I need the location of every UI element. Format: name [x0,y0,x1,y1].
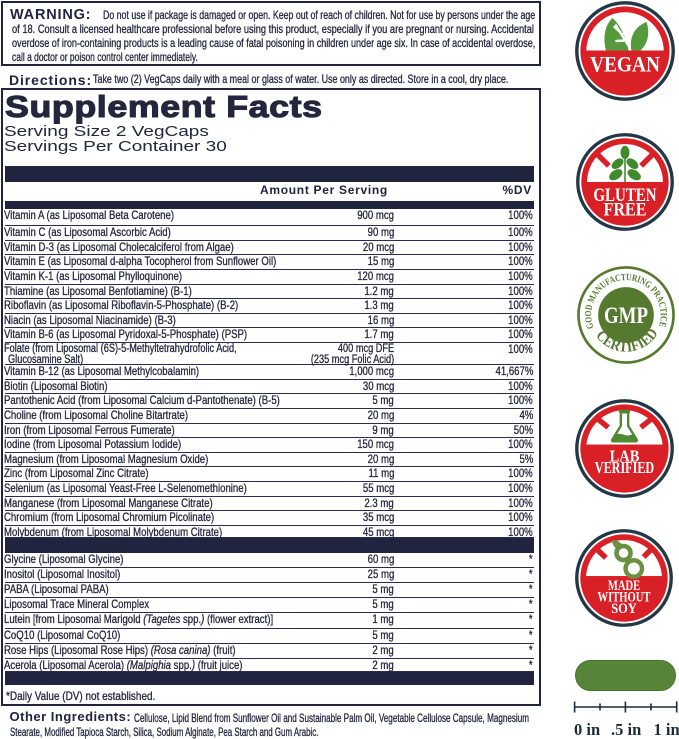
svg-text:.5 in: .5 in [611,720,641,737]
svg-text:FREE: FREE [603,200,646,221]
svg-text:VERIFIED: VERIFIED [595,458,654,477]
svg-text:GMP: GMP [603,302,647,328]
svg-text:0 in: 0 in [574,720,600,737]
svg-text:1 in: 1 in [654,720,679,737]
svg-text:SOY: SOY [611,601,637,617]
svg-text:VEGAN: VEGAN [590,51,660,76]
